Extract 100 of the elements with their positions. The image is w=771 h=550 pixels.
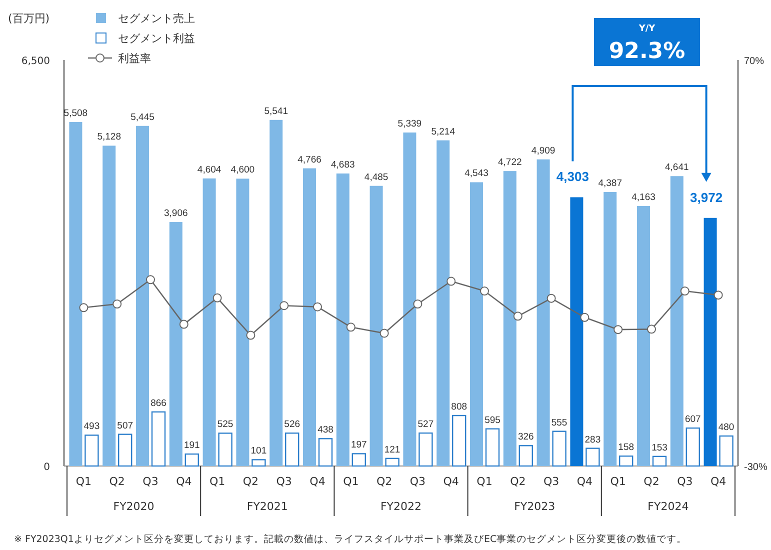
x-tick-label: Q2	[510, 475, 526, 488]
x-tick-label: Q3	[677, 475, 693, 488]
bar	[686, 427, 700, 467]
data-label: 866	[150, 398, 166, 409]
bar	[169, 222, 182, 466]
data-label: 326	[518, 432, 534, 443]
data-label: 4,600	[230, 164, 255, 176]
annotation: 92.3%	[608, 39, 686, 64]
data-label: 4,641	[665, 162, 689, 174]
text: ※ FY2023Q1よりセグメント区分を変更しております。記載の数値は、ライフスタイルサポート事業及びEC事業のセグメント区分変更後の数値です。	[14, 533, 687, 545]
point	[380, 328, 389, 338]
text: Y/Y	[638, 24, 656, 34]
x-tick-label: Q4	[310, 475, 326, 488]
bar	[303, 168, 316, 466]
x-tick-label: Q1	[610, 475, 626, 488]
bar	[136, 126, 149, 466]
bar	[652, 456, 667, 467]
bar	[518, 445, 533, 467]
legend-label: セグメント売上	[118, 12, 195, 25]
point	[112, 300, 122, 309]
bar	[604, 192, 617, 466]
point	[146, 275, 155, 284]
bar	[670, 176, 684, 466]
data-label: 4,163	[632, 192, 656, 203]
data-label: 5,128	[97, 132, 121, 143]
bar	[503, 171, 516, 466]
point	[647, 324, 656, 334]
y-axis-title: (百万円)	[8, 12, 50, 25]
data-label: 283	[584, 434, 601, 446]
data-label: 158	[618, 442, 634, 454]
point	[346, 322, 356, 332]
data-label: 5,508	[64, 108, 88, 119]
x-tick-label: Q3	[276, 475, 292, 488]
bar	[370, 186, 383, 466]
bar	[619, 456, 634, 467]
text: FY2021	[246, 500, 288, 513]
x-tick-label: Q4	[576, 475, 593, 488]
bar	[285, 432, 300, 467]
text: FY2024	[648, 500, 689, 513]
bar	[151, 411, 166, 467]
legend-label: 利益率	[118, 52, 151, 65]
point	[614, 325, 623, 334]
point	[714, 290, 723, 300]
x-tick-label: Q2	[109, 475, 125, 488]
bar	[536, 159, 550, 466]
bar	[318, 438, 333, 467]
data-label: 493	[84, 421, 100, 432]
data-label: 4,722	[498, 157, 522, 168]
point	[79, 303, 88, 312]
bar	[84, 434, 99, 467]
x-tick-label: Q1	[343, 475, 359, 488]
data-label: 3,972	[690, 190, 723, 205]
data-label: 4,543	[464, 168, 488, 180]
bar	[704, 218, 717, 466]
data-label: 4,387	[598, 178, 622, 189]
data-label: 507	[117, 420, 134, 432]
bar	[102, 146, 116, 466]
point	[580, 312, 590, 322]
data-label: 4,604	[197, 164, 222, 176]
bar	[552, 430, 566, 467]
bar	[69, 122, 82, 466]
data-label: 5,445	[130, 112, 154, 123]
data-label: 808	[451, 402, 468, 413]
data-label: 526	[284, 419, 300, 430]
point	[480, 286, 489, 296]
text: FY2023	[514, 500, 556, 513]
data-label: 595	[484, 414, 500, 426]
bar	[485, 428, 500, 467]
point	[446, 276, 456, 286]
data-label: 4,485	[364, 172, 388, 183]
x-tick-label: Q2	[376, 475, 392, 488]
bar	[336, 173, 350, 466]
point	[246, 330, 256, 340]
text: FY2020	[113, 500, 154, 513]
bar	[202, 178, 216, 466]
x-tick-label: Q4	[443, 475, 459, 488]
bar	[385, 458, 400, 467]
bar	[719, 435, 734, 467]
point	[280, 301, 289, 310]
point	[212, 293, 222, 302]
data-label: 5,339	[398, 118, 422, 130]
bar	[184, 453, 199, 467]
data-label: 555	[551, 417, 568, 428]
data-label: 480	[718, 422, 734, 434]
bar	[236, 178, 250, 466]
data-label: 197	[350, 440, 367, 451]
point	[413, 300, 422, 309]
data-label: 5,214	[431, 126, 455, 138]
data-label: 4,766	[298, 154, 322, 166]
y-tick-label: 6,500	[21, 56, 50, 67]
data-label: 121	[384, 444, 400, 456]
x-tick-label: Q3	[410, 475, 426, 488]
bar	[252, 459, 266, 467]
bar	[637, 206, 650, 466]
point	[313, 302, 322, 312]
bar	[452, 414, 466, 467]
data-label: 607	[684, 414, 701, 426]
point	[513, 312, 522, 321]
data-label: 101	[250, 446, 267, 457]
x-tick-label: Q3	[543, 475, 560, 488]
